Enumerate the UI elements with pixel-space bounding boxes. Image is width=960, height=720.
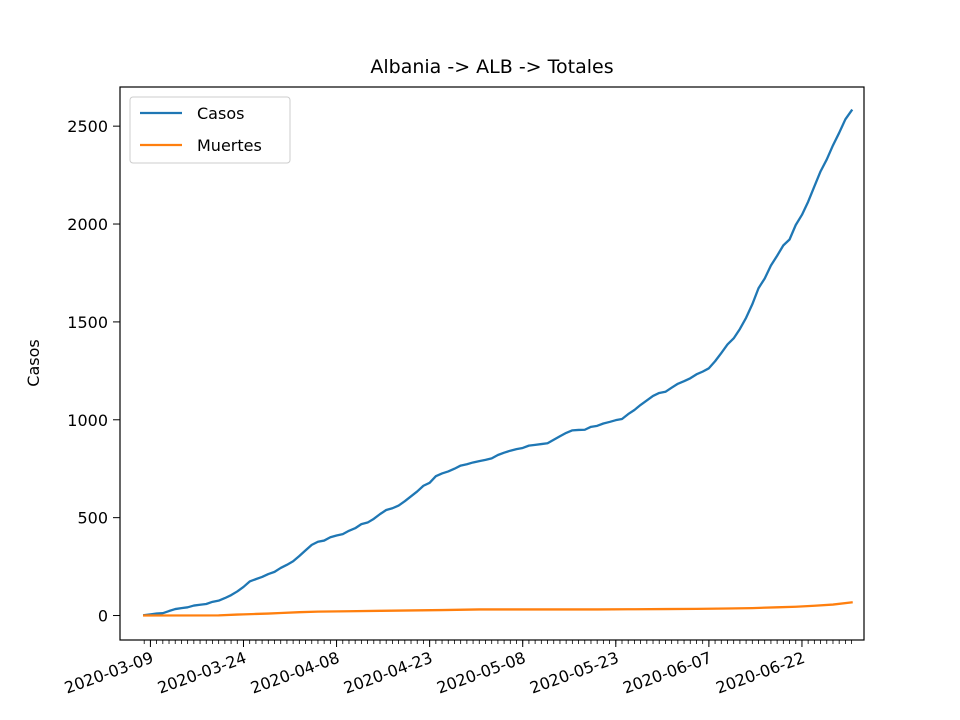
y-tick-label: 1000 bbox=[67, 411, 108, 430]
legend-label-muertes: Muertes bbox=[197, 136, 262, 155]
y-tick-label: 1500 bbox=[67, 313, 108, 332]
y-axis: 0 500 1000 1500 2000 2500 bbox=[67, 117, 120, 626]
legend-label-casos: Casos bbox=[197, 104, 244, 123]
plot-frame bbox=[119, 86, 865, 641]
y-tick-label: 0 bbox=[98, 607, 108, 626]
y-tick-label: 500 bbox=[77, 509, 108, 528]
y-axis-label: Casos bbox=[24, 339, 43, 386]
y-tick-label: 2500 bbox=[67, 117, 108, 136]
y-tick-label: 2000 bbox=[67, 215, 108, 234]
legend: Casos Muertes bbox=[129, 96, 291, 164]
series-layer bbox=[142, 108, 854, 617]
series-line-casos bbox=[142, 108, 854, 617]
series-line-muertes bbox=[143, 601, 853, 617]
chart-title: Albania -> ALB -> Totales bbox=[370, 56, 613, 78]
